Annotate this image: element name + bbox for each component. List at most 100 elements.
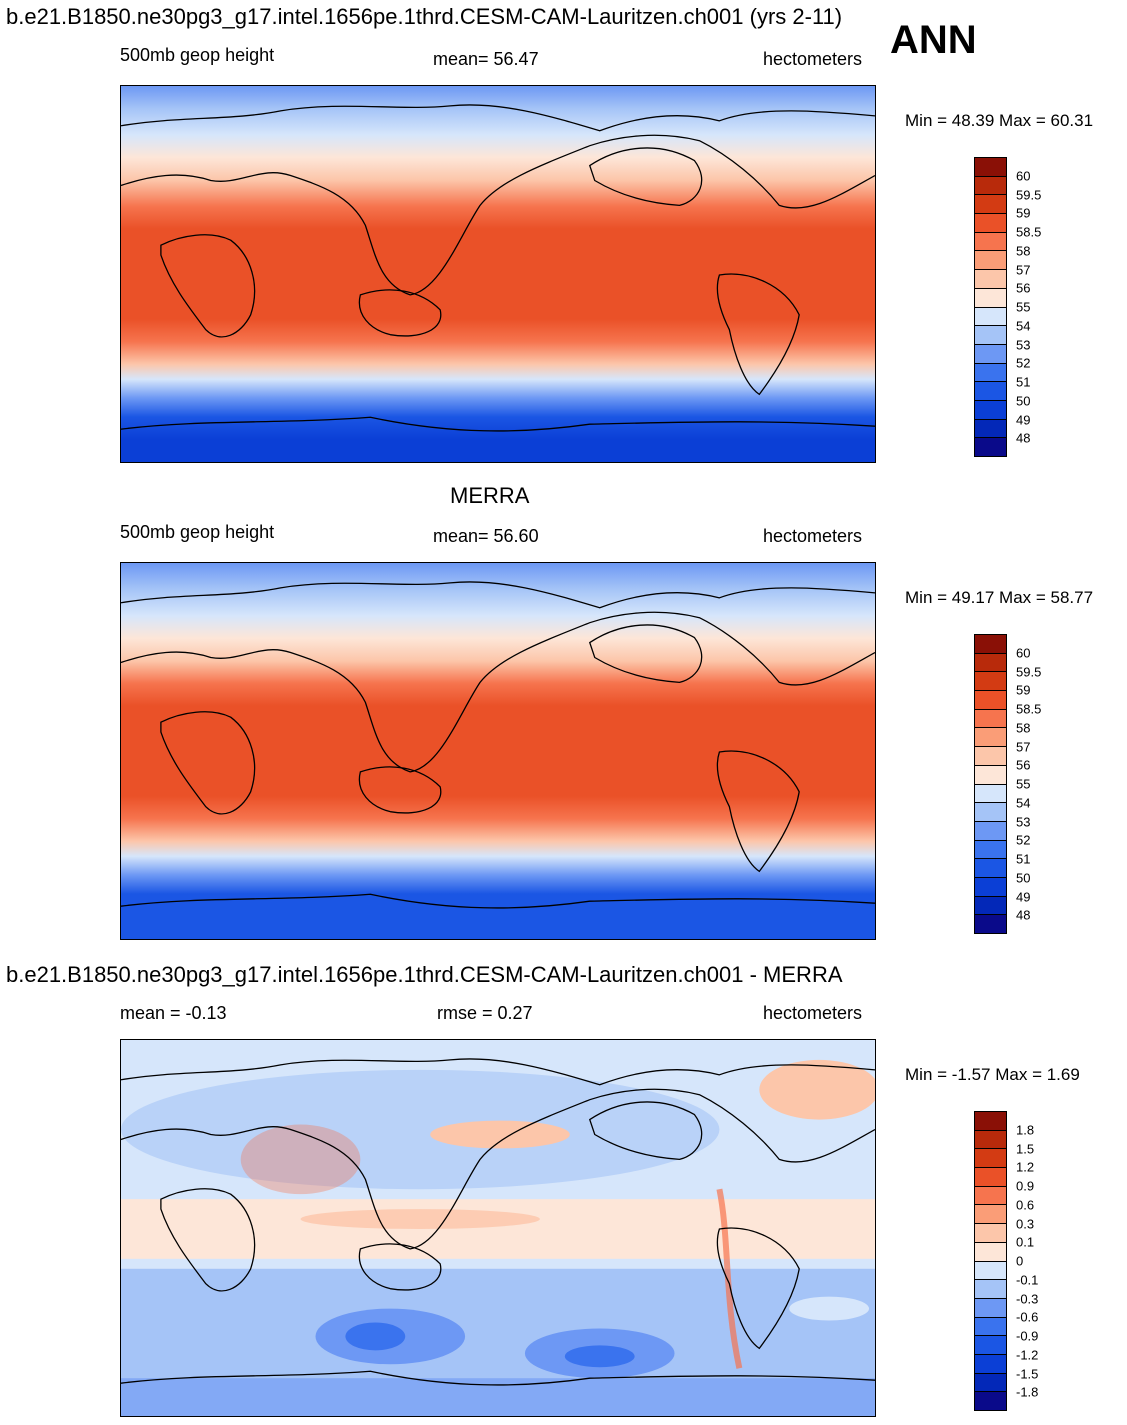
colorbar-tick-label: 55 [1016,776,1031,792]
panel-left-label: 500mb geop height [120,522,275,542]
colorbar-swatch [975,400,1006,420]
panel-center-label: rmse = 0.27 [437,1003,533,1023]
colorbar-swatch [975,635,1006,654]
colorbar-swatch [975,784,1006,804]
colorbar-swatch [975,691,1006,710]
panel-right-label: hectometers [763,526,863,546]
colorbar-tick-label: 51 [1016,851,1031,867]
colorbar-tick-label: 48 [1016,907,1031,923]
colorbar-tick-label: 1.5 [1016,1141,1035,1156]
colorbar-swatch [975,1205,1006,1225]
colorbar-swatch [975,877,1006,897]
colorbar-swatch [975,859,1006,878]
colorbar-tick-label: 54 [1016,795,1031,811]
colorbar-swatch [975,363,1006,383]
colorbar-tick-label: -0.3 [1016,1291,1039,1306]
panel-center-label: mean= 56.47 [433,49,539,69]
colorbar-tick-label: 0.9 [1016,1178,1035,1194]
colorbar-tick-label: -1.2 [1016,1347,1039,1363]
colorbar-tick-label: 59 [1016,682,1031,698]
colorbar-tick-label: 60 [1016,645,1031,661]
colorbar-swatch [975,1317,1006,1337]
colorbar-tick-label: 59.5 [1016,187,1042,202]
panel-right-label: hectometers [763,49,863,69]
colorbar-swatch [975,1373,1006,1393]
colorbar-swatch [975,747,1006,766]
colorbar-swatch [975,672,1006,692]
colorbar-swatch [975,1261,1006,1281]
colorbar-swatch [975,1186,1006,1206]
colorbar-tick-label: 58.5 [1016,224,1042,240]
colorbar-tick-label: -0.9 [1016,1328,1039,1344]
colorbar-swatch [975,1224,1006,1243]
colorbar-tick-label: -1.8 [1016,1384,1039,1400]
colorbar-swatch [975,1149,1006,1169]
colorbar-tick-label: 53 [1016,337,1031,352]
colorbar-swatch [975,1112,1006,1131]
colorbar-tick-label: 57 [1016,262,1031,277]
colorbar-swatch [975,1280,1006,1299]
colorbar-swatch [975,728,1006,748]
colorbar-swatch [975,821,1006,841]
colorbar-tick-label: 49 [1016,412,1031,427]
colorbar-swatch [975,803,1006,822]
colorbar-tick-label: 58 [1016,243,1031,259]
colorbar-tick-label: 52 [1016,355,1031,371]
colorbar-swatch [975,232,1006,252]
colorbar-tick-label: 60 [1016,168,1031,184]
panel-title: b.e21.B1850.ne30pg3_g17.intel.1656pe.1th… [6,962,843,987]
colorbar-swatch [975,896,1006,916]
difference-map [120,1039,876,1417]
diff-colorbar [974,1111,1007,1411]
colorbar-tick-label: 55 [1016,299,1031,315]
colorbar-tick-label: 58.5 [1016,701,1042,717]
colorbar-tick-label: 50 [1016,870,1031,886]
colorbar-swatch [975,765,1006,785]
colorbar-tick-label: 48 [1016,430,1031,446]
colorbar-tick-label: 59 [1016,205,1031,221]
colorbar-swatch [975,1130,1006,1150]
colorbar-swatch [975,1242,1006,1262]
colorbar-tick-label: 59.5 [1016,664,1042,679]
colorbar-swatch [975,1168,1006,1187]
panel-title: MERRA [450,483,530,508]
colorbar-swatch [975,1392,1006,1410]
colorbar-swatch [975,709,1006,729]
colorbar-swatch [975,1354,1006,1374]
colorbar-tick-label: 0 [1016,1253,1024,1269]
colorbar-swatch [975,307,1006,327]
colorbar-tick-label: 0.6 [1016,1197,1035,1213]
colorbar-tick-label: -0.6 [1016,1309,1039,1325]
colorbar-tick-label: 53 [1016,814,1031,829]
colorbar-tick-label: 54 [1016,318,1031,334]
minmax-label: Min = 48.39 Max = 60.31 [905,111,1094,130]
colorbar-swatch [975,326,1006,345]
panel-left-label: 500mb geop height [120,45,275,65]
panel-right-label: hectometers [763,1003,863,1023]
colorbar-swatch [975,195,1006,215]
colorbar-tick-label: 51 [1016,374,1031,390]
colorbar-swatch [975,438,1006,456]
colorbar-swatch [975,176,1006,196]
colorbar-swatch [975,1336,1006,1355]
panel-left-label: mean = -0.13 [120,1003,227,1023]
colorbar-tick-label: 56 [1016,757,1031,773]
colorbar-swatch [975,840,1006,860]
colorbar-tick-label: 1.2 [1016,1159,1035,1175]
colorbar-swatch [975,270,1006,289]
colorbar-tick-label: 49 [1016,889,1031,904]
obs-colorbar [974,634,1007,934]
colorbar-tick-label: 1.8 [1016,1122,1035,1138]
colorbar-swatch [975,653,1006,673]
model-colorbar [974,157,1007,457]
model-field-map [120,85,876,463]
case-title: b.e21.B1850.ne30pg3_g17.intel.1656pe.1th… [6,4,843,29]
season-label: ANN [890,18,977,62]
colorbar-swatch [975,382,1006,401]
minmax-label: Min = -1.57 Max = 1.69 [905,1065,1080,1084]
colorbar-tick-label: -1.5 [1016,1366,1039,1381]
panel-center-label: mean= 56.60 [433,526,539,546]
colorbar-tick-label: 57 [1016,739,1031,754]
colorbar-swatch [975,251,1006,271]
colorbar-swatch [975,288,1006,308]
